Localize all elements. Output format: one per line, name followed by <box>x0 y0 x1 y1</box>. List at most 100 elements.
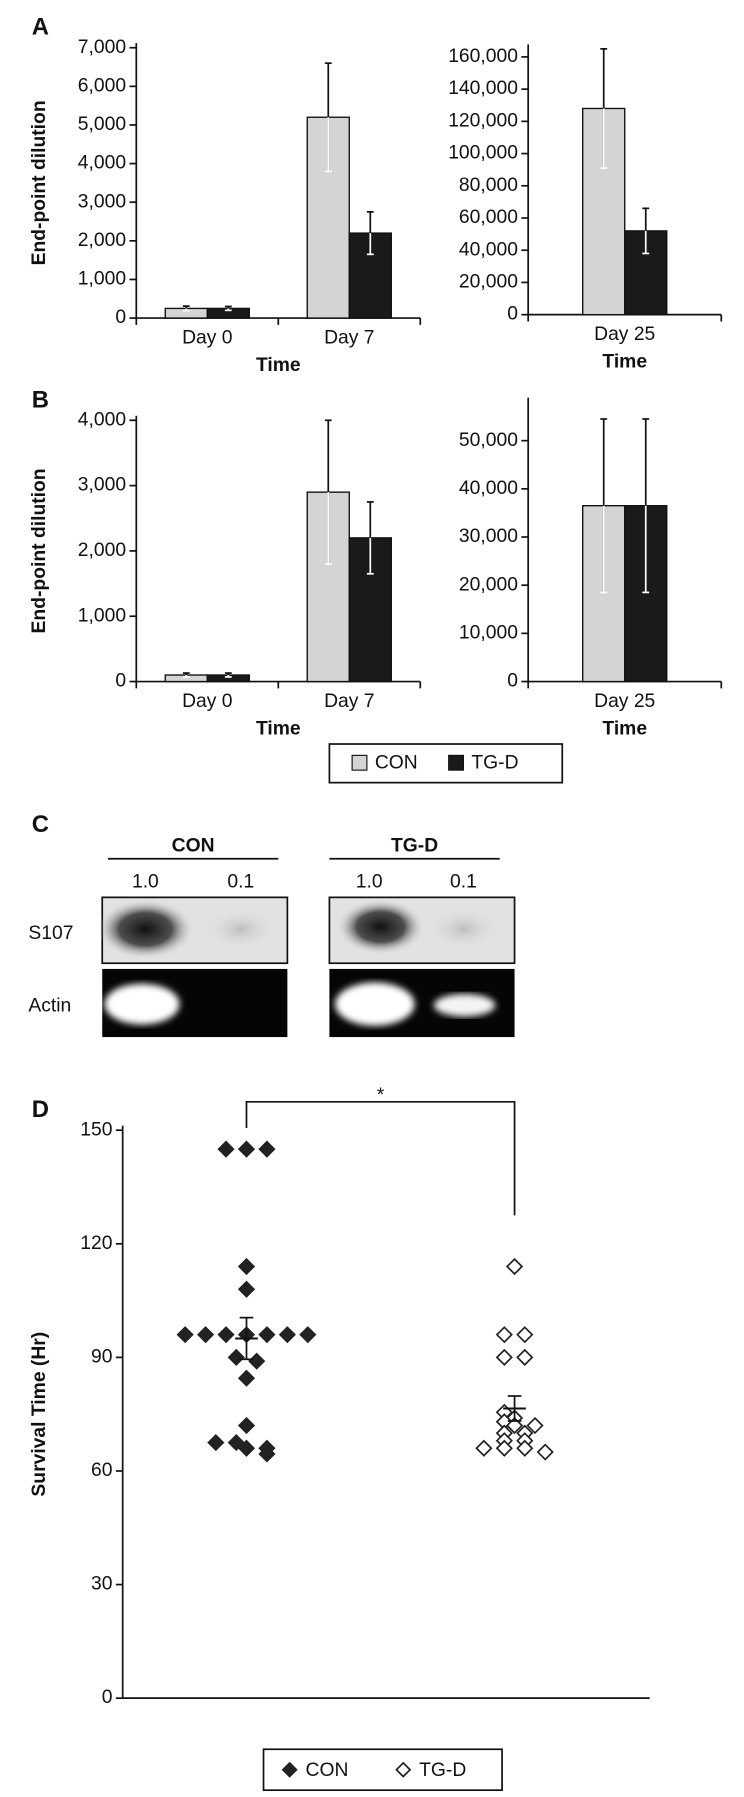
y-tick-label: 0 <box>102 1687 113 1708</box>
legend-box <box>328 743 564 784</box>
legend-swatch <box>351 754 368 771</box>
data-point <box>237 1257 256 1276</box>
x-tick-label: Day 25 <box>594 324 655 345</box>
data-point <box>495 1348 513 1366</box>
legend-label: CON <box>375 752 418 773</box>
y-tick-label: 3,000 <box>78 191 126 212</box>
group-label: CON <box>172 835 215 856</box>
y-tick-label: 2,000 <box>78 230 126 251</box>
data-point <box>258 1445 276 1463</box>
y-tick-label: 5,000 <box>78 114 126 135</box>
data-point <box>278 1326 296 1344</box>
y-axis-label: Survival Time (Hr) <box>29 1332 50 1497</box>
y-tick-label: 2,000 <box>78 540 126 561</box>
blot-panel: C CON TG-D 1.0 0.1 1.0 0.1 S107 Actin <box>28 811 516 1038</box>
data-point <box>248 1352 266 1370</box>
y-tick-label: 4,000 <box>78 153 126 174</box>
legend-swatch <box>448 754 465 771</box>
data-point <box>505 1257 524 1276</box>
y-tick-label: 140,000 <box>448 78 518 99</box>
y-axis-label: End-point dilution <box>29 468 50 633</box>
y-tick-label: 3,000 <box>78 475 126 496</box>
legend-marker <box>395 1761 412 1778</box>
y-tick-label: 1,000 <box>78 269 126 290</box>
band <box>104 983 180 1025</box>
y-tick-label: 40,000 <box>459 239 518 260</box>
data-point <box>536 1443 554 1461</box>
legend-label: TG-D <box>471 752 518 773</box>
data-point <box>516 1348 534 1366</box>
x-axis-label: Time <box>602 351 647 372</box>
data-point <box>495 1326 513 1344</box>
y-tick-label: 0 <box>507 304 518 325</box>
data-point <box>217 1326 235 1344</box>
x-tick-label: Day 25 <box>594 691 655 712</box>
y-tick-label: 120 <box>80 1233 112 1254</box>
row-label: S107 <box>28 923 73 944</box>
y-tick-label: 30 <box>91 1574 112 1595</box>
y-tick-label: 0 <box>115 671 126 692</box>
y-tick-label: 7,000 <box>78 37 126 58</box>
x-axis-label: Time <box>602 718 647 739</box>
legend-box <box>262 1748 503 1792</box>
data-point <box>217 1140 235 1158</box>
legend-marker <box>281 1761 298 1778</box>
y-tick-label: 150 <box>80 1119 112 1140</box>
data-point <box>475 1439 493 1457</box>
data-point <box>258 1326 276 1344</box>
x-tick-label: Day 7 <box>324 691 374 712</box>
row-label: Actin <box>28 996 71 1017</box>
y-tick-label: 60 <box>91 1460 112 1481</box>
data-point <box>299 1326 317 1344</box>
x-tick-label: Day 7 <box>324 328 374 349</box>
legend-label: CON <box>306 1760 349 1781</box>
data-point <box>237 1416 256 1435</box>
panel-label: B <box>32 386 49 413</box>
data-point <box>227 1348 245 1366</box>
y-tick-label: 0 <box>507 671 518 692</box>
lane-label: 1.0 <box>356 872 383 893</box>
data-point <box>526 1416 544 1435</box>
lane-label: 0.1 <box>450 872 477 893</box>
data-point <box>237 1140 256 1158</box>
data-point <box>207 1433 225 1452</box>
data-point <box>495 1439 513 1457</box>
y-tick-label: 4,000 <box>78 409 126 430</box>
significance-label: * <box>377 1085 385 1106</box>
lane-label: 1.0 <box>132 872 159 893</box>
y-tick-label: 90 <box>91 1346 112 1367</box>
y-tick-label: 80,000 <box>459 175 518 196</box>
panel-label: A <box>32 14 49 41</box>
y-tick-label: 6,000 <box>78 75 126 96</box>
y-tick-label: 160,000 <box>448 46 518 67</box>
band <box>429 908 498 950</box>
data-point <box>258 1140 276 1158</box>
y-tick-label: 30,000 <box>459 526 518 547</box>
y-axis-label: End-point dilution <box>29 100 50 265</box>
band <box>337 899 424 955</box>
y-tick-label: 20,000 <box>459 574 518 595</box>
data-point <box>197 1326 215 1344</box>
y-tick-label: 0 <box>115 307 126 328</box>
y-tick-label: 50,000 <box>459 430 518 451</box>
y-tick-label: 40,000 <box>459 478 518 499</box>
data-point <box>176 1326 194 1344</box>
data-point <box>516 1326 534 1344</box>
band <box>433 993 496 1017</box>
y-tick-label: 20,000 <box>459 272 518 293</box>
lane-label: 0.1 <box>227 872 254 893</box>
data-point <box>237 1280 256 1298</box>
band <box>335 982 415 1026</box>
significance-bracket <box>245 1100 516 1216</box>
x-axis-label: Time <box>256 718 301 739</box>
panel-label: D <box>32 1096 49 1123</box>
y-tick-label: 1,000 <box>78 605 126 626</box>
y-tick-label: 60,000 <box>459 207 518 228</box>
x-axis-label: Time <box>256 355 301 376</box>
group-label: TG-D <box>391 835 438 856</box>
x-tick-label: Day 0 <box>182 328 232 349</box>
data-point <box>237 1369 256 1387</box>
x-tick-label: Day 0 <box>182 691 232 712</box>
y-tick-label: 100,000 <box>448 143 518 164</box>
